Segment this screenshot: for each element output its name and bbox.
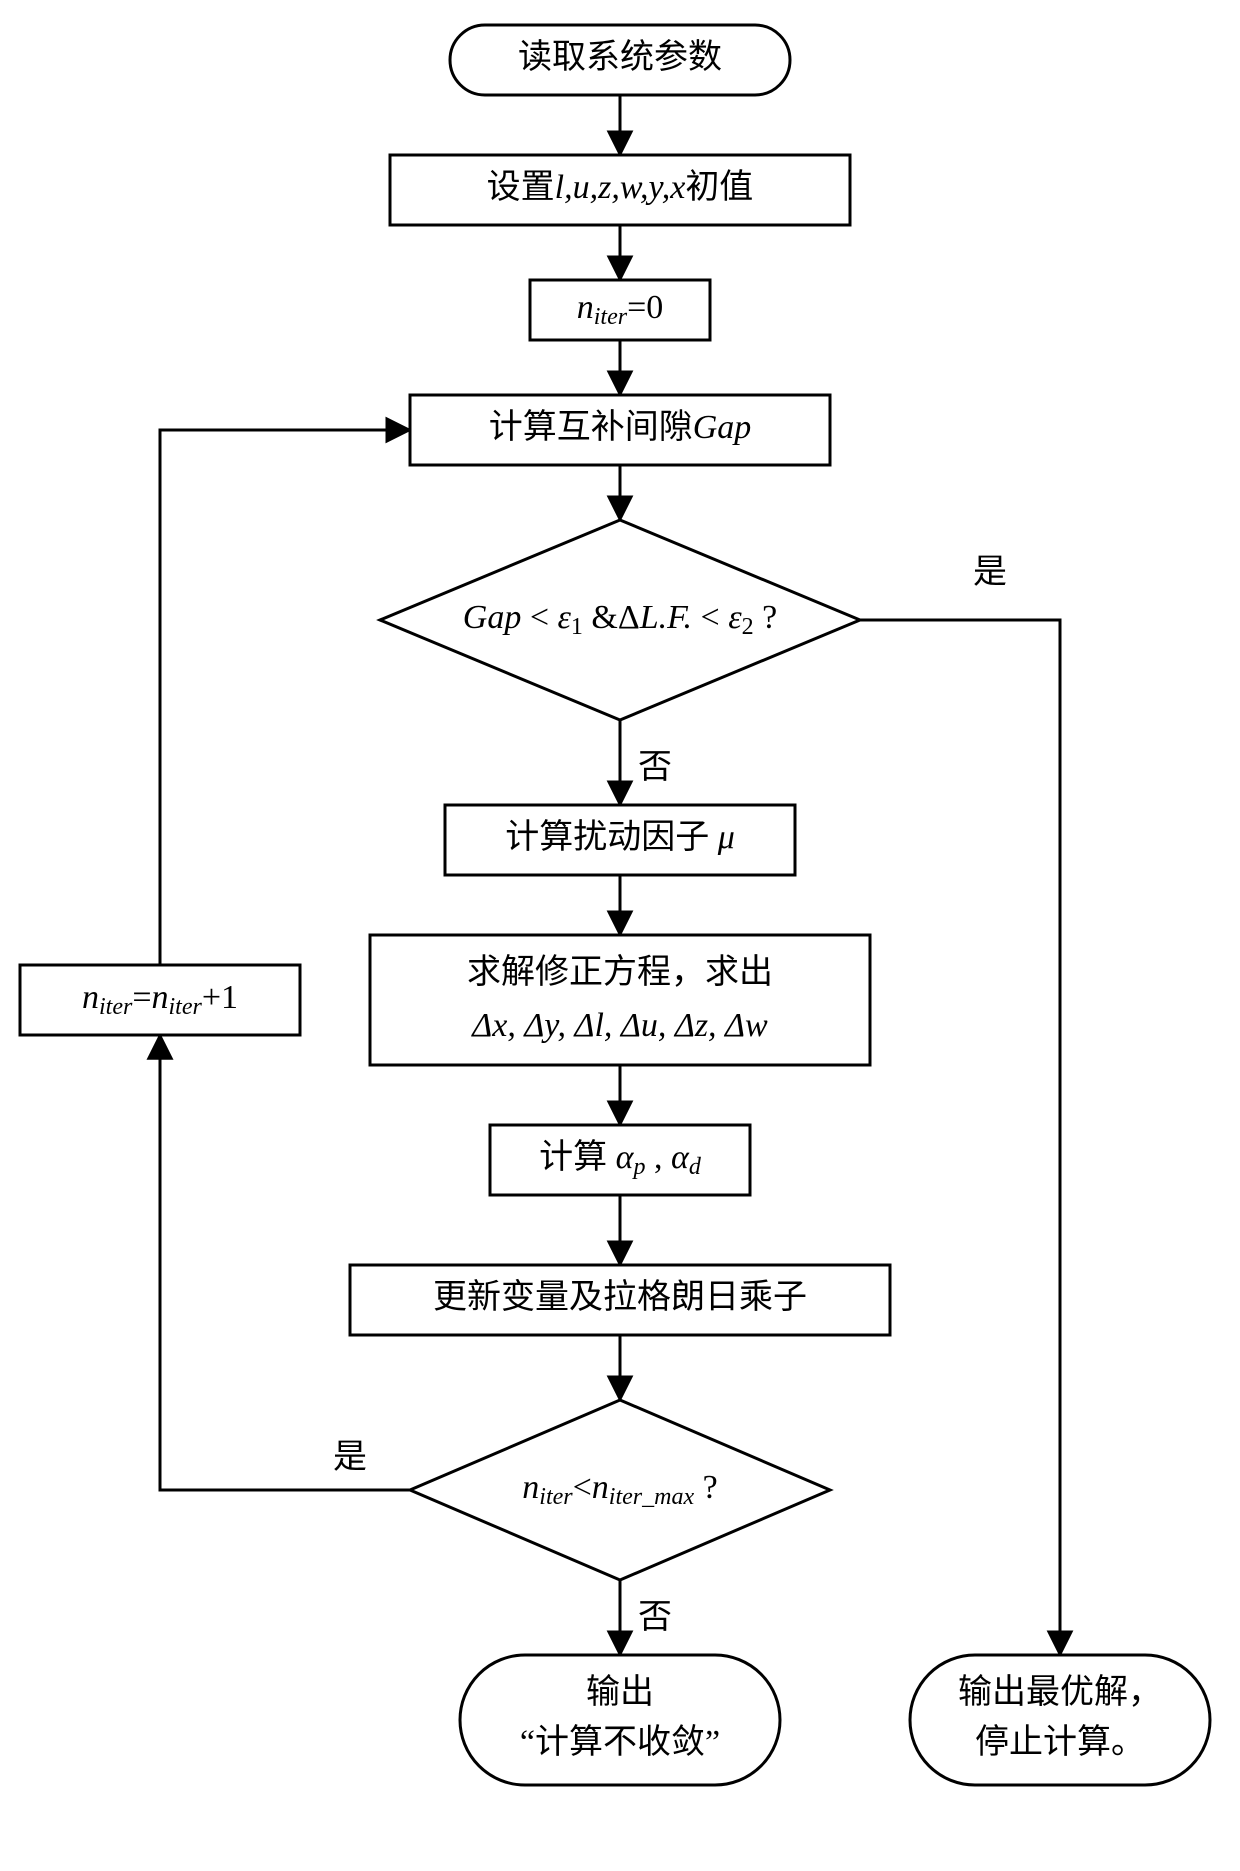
mu-label: 计算扰动因子 μ	[505, 818, 735, 856]
decision1-label: Gap < ε1 &ΔL.F. < ε2 ?	[463, 599, 777, 640]
edge-label: 否	[638, 1599, 672, 1636]
solve-l1: 求解修正方程，求出	[467, 953, 773, 991]
gap-label: 计算互补间隙Gap	[489, 408, 752, 446]
edge-label: 是	[973, 554, 1007, 591]
start-label: 读取系统参数	[518, 38, 722, 76]
update-label: 更新变量及拉格朗日乘子	[433, 1278, 807, 1316]
alpha-label: 计算 αp , αd	[539, 1138, 702, 1180]
ok-l2: 停止计算。	[975, 1723, 1145, 1761]
edge-label: 否	[638, 749, 672, 786]
init-label: 设置l,u,z,w,y,x初值	[487, 168, 754, 206]
fail-l2: “计算不收敛”	[520, 1723, 720, 1761]
ok-l1: 输出最优解，	[958, 1673, 1162, 1711]
fail-l1: 输出	[586, 1673, 654, 1711]
edge-label: 是	[333, 1439, 367, 1476]
solve-l2: Δx, Δy, Δl, Δu, Δz, Δw	[470, 1007, 768, 1044]
